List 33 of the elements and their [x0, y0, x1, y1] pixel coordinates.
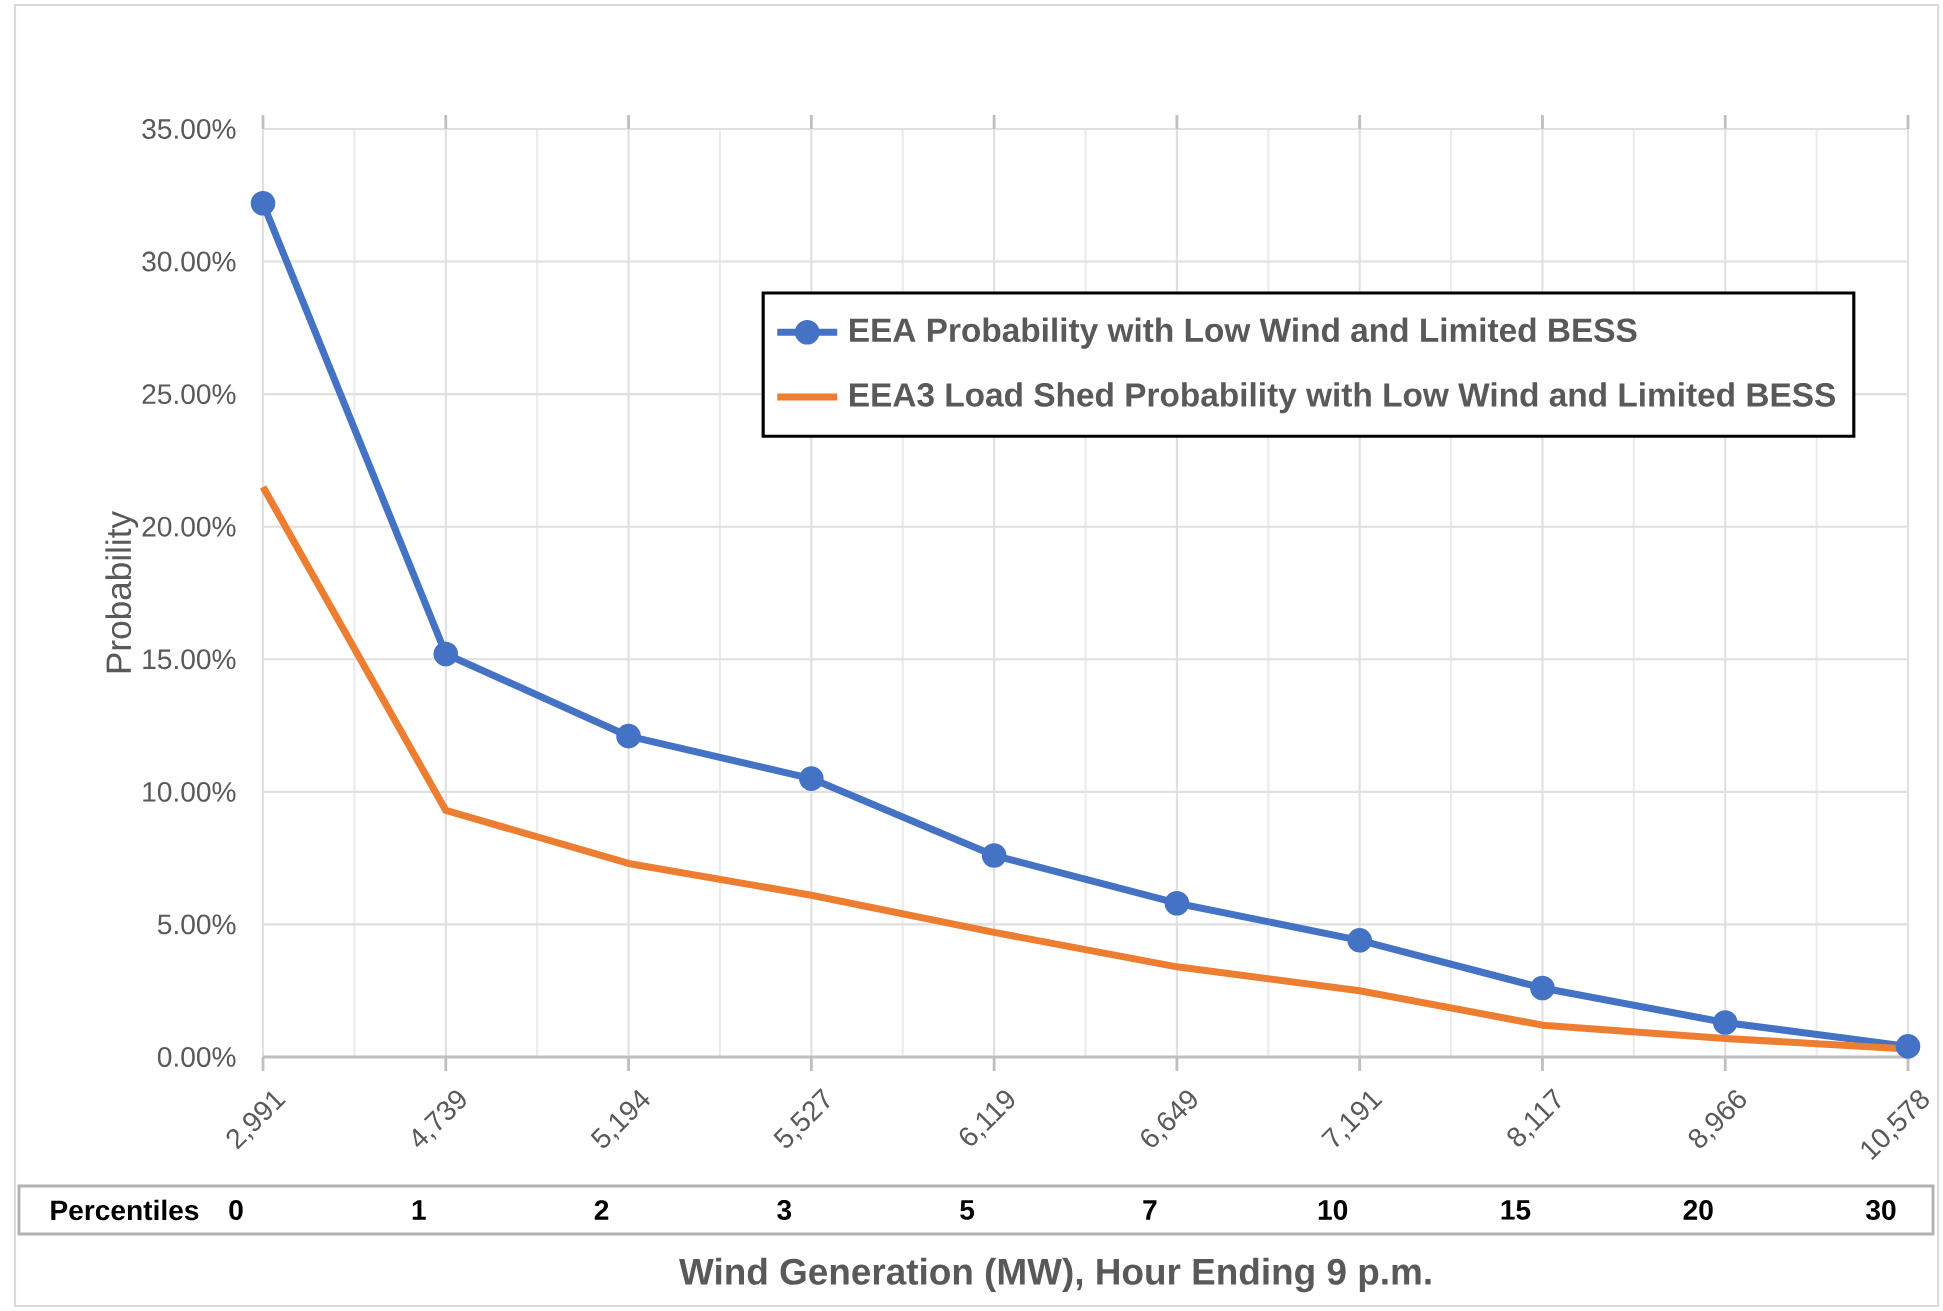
y-tick-label: 10.00%	[143, 781, 236, 802]
point	[799, 766, 824, 791]
point	[1895, 1034, 1921, 1059]
point	[1347, 928, 1372, 953]
y-tick-label: 25.00%	[142, 384, 236, 405]
y-tick-label: 0.00%	[157, 1047, 236, 1067]
point	[250, 190, 276, 216]
text: 0	[229, 1200, 243, 1220]
text: 1	[412, 1200, 426, 1220]
point	[1530, 975, 1555, 1001]
y-tick-label: 30.00%	[142, 251, 236, 272]
y-tick-label: 35.00%	[142, 119, 236, 139]
point	[1164, 890, 1190, 916]
y-tick-label: 5.00%	[157, 914, 236, 935]
text: 20	[1683, 1200, 1713, 1220]
legend-label: EEA3 Load Shed Probability with Low Wind and Limited BESS	[850, 382, 1835, 414]
text: 15	[1501, 1200, 1531, 1220]
text: Percentiles	[51, 1199, 199, 1221]
y-tick-label: 15.00%	[143, 649, 236, 670]
text: 5	[960, 1200, 975, 1220]
y-tick-label: 20.00%	[142, 516, 236, 537]
point	[1712, 1010, 1738, 1035]
text: 10	[1318, 1200, 1348, 1220]
x-axis-title: Wind Generation (MW), Hour Ending 9 p.m.	[679, 1257, 1431, 1293]
point	[616, 723, 641, 749]
text: 7	[1143, 1200, 1157, 1220]
text: 2	[594, 1200, 609, 1220]
legend-label: EEA Probability with Low Wind and Limited BESS	[850, 317, 1637, 349]
text: 30	[1866, 1200, 1896, 1220]
text: 3	[777, 1200, 792, 1220]
y-axis-title: Probability	[105, 511, 139, 673]
point	[981, 843, 1007, 868]
point	[433, 641, 459, 667]
